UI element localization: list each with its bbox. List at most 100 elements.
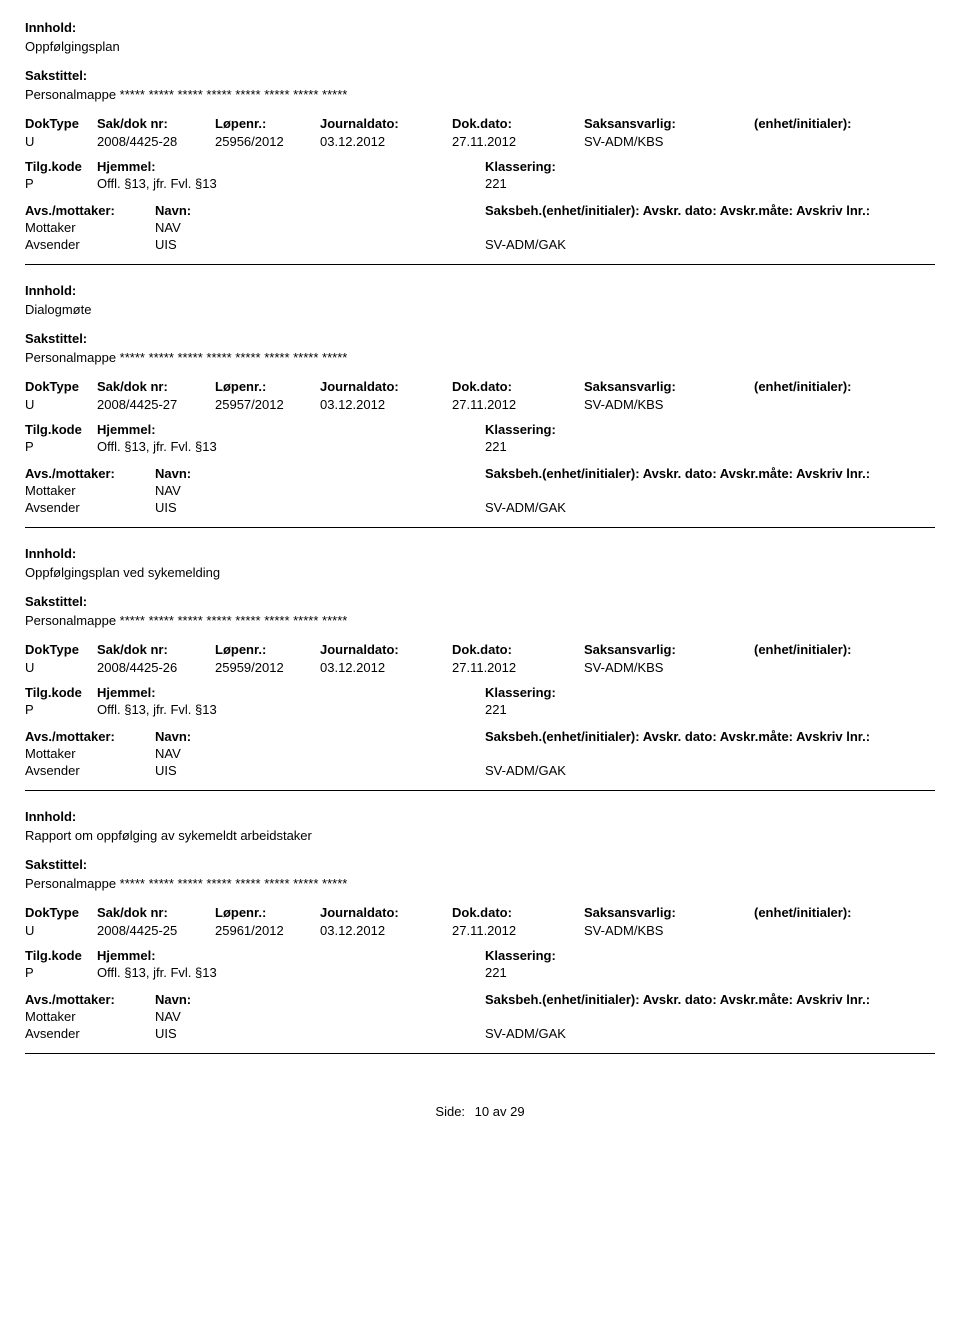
- tilgkode-label: Tilg.kode: [25, 159, 97, 174]
- saksbeh-label: Saksbeh.(enhet/initialer): Avskr. dato: …: [485, 466, 870, 481]
- val-lopenr: 25961/2012: [215, 923, 320, 938]
- mottaker-role: Mottaker: [25, 220, 155, 235]
- col-dokdato: Dok.dato:: [452, 642, 584, 657]
- val-lopenr: 25957/2012: [215, 397, 320, 412]
- col-enhet: (enhet/initialer):: [754, 642, 934, 657]
- val-enhet: [754, 134, 934, 149]
- journal-record: Innhold: Oppfølgingsplan ved sykemelding…: [25, 546, 935, 778]
- navn-label: Navn:: [155, 992, 485, 1007]
- innhold-value: Dialogmøte: [25, 302, 935, 317]
- innhold-value: Oppfølgingsplan ved sykemelding: [25, 565, 935, 580]
- avs-header-row: Avs./mottaker: Navn: Saksbeh.(enhet/init…: [25, 729, 935, 744]
- col-doktype: DokType: [25, 642, 97, 657]
- avsender-navn: UIS: [155, 1026, 485, 1041]
- mottaker-navn: NAV: [155, 483, 485, 498]
- val-dokdato: 27.11.2012: [452, 397, 584, 412]
- col-lopenr: Løpenr.:: [215, 905, 320, 920]
- sakstittel-value: Personalmappe ***** ***** ***** ***** **…: [25, 876, 935, 891]
- hjemmel-label: Hjemmel:: [97, 422, 156, 437]
- klassering-label: Klassering:: [485, 422, 556, 437]
- mottaker-role: Mottaker: [25, 1009, 155, 1024]
- avsmottaker-label: Avs./mottaker:: [25, 466, 155, 481]
- navn-label: Navn:: [155, 203, 485, 218]
- columns-values: U 2008/4425-26 25959/2012 03.12.2012 27.…: [25, 660, 935, 675]
- saksbeh-label: Saksbeh.(enhet/initialer): Avskr. dato: …: [485, 729, 870, 744]
- col-doktype: DokType: [25, 116, 97, 131]
- avsmottaker-label: Avs./mottaker:: [25, 203, 155, 218]
- klass-value-row: P Offl. §13, jfr. Fvl. §13 221: [25, 965, 935, 980]
- innhold-value: Rapport om oppfølging av sykemeldt arbei…: [25, 828, 935, 843]
- tilgkode-value: P: [25, 702, 97, 717]
- val-dokdato: 27.11.2012: [452, 134, 584, 149]
- record-divider: [25, 1053, 935, 1054]
- hjemmel-value: Offl. §13, jfr. Fvl. §13: [97, 702, 217, 717]
- columns-header: DokType Sak/dok nr: Løpenr.: Journaldato…: [25, 116, 935, 131]
- val-enhet: [754, 923, 934, 938]
- sakstittel-label: Sakstittel:: [25, 857, 935, 872]
- mottaker-row: Mottaker NAV: [25, 220, 935, 235]
- col-enhet: (enhet/initialer):: [754, 379, 934, 394]
- val-dokdato: 27.11.2012: [452, 660, 584, 675]
- klass-header-row: Tilg.kode Hjemmel: Klassering:: [25, 422, 935, 437]
- journal-record: Innhold: Oppfølgingsplan Sakstittel: Per…: [25, 20, 935, 252]
- avsmottaker-label: Avs./mottaker:: [25, 992, 155, 1007]
- avsender-extra: SV-ADM/GAK: [485, 763, 566, 778]
- avsender-navn: UIS: [155, 237, 485, 252]
- klassering-value: 221: [485, 702, 507, 717]
- col-dokdato: Dok.dato:: [452, 379, 584, 394]
- mottaker-navn: NAV: [155, 220, 485, 235]
- val-dokdato: 27.11.2012: [452, 923, 584, 938]
- innhold-label: Innhold:: [25, 546, 935, 561]
- avsender-role: Avsender: [25, 1026, 155, 1041]
- col-journaldato: Journaldato:: [320, 116, 452, 131]
- hjemmel-label: Hjemmel:: [97, 948, 156, 963]
- avsender-row: Avsender UIS SV-ADM/GAK: [25, 1026, 935, 1041]
- columns-header: DokType Sak/dok nr: Løpenr.: Journaldato…: [25, 642, 935, 657]
- columns-values: U 2008/4425-28 25956/2012 03.12.2012 27.…: [25, 134, 935, 149]
- val-enhet: [754, 397, 934, 412]
- col-journaldato: Journaldato:: [320, 379, 452, 394]
- col-saksansvarlig: Saksansvarlig:: [584, 642, 754, 657]
- footer-total: 29: [510, 1104, 524, 1119]
- hjemmel-label: Hjemmel:: [97, 159, 156, 174]
- val-journaldato: 03.12.2012: [320, 397, 452, 412]
- col-dokdato: Dok.dato:: [452, 905, 584, 920]
- record-divider: [25, 790, 935, 791]
- val-journaldato: 03.12.2012: [320, 660, 452, 675]
- col-sakdok: Sak/dok nr:: [97, 379, 215, 394]
- klassering-value: 221: [485, 439, 507, 454]
- hjemmel-value: Offl. §13, jfr. Fvl. §13: [97, 965, 217, 980]
- columns-header: DokType Sak/dok nr: Løpenr.: Journaldato…: [25, 379, 935, 394]
- sakstittel-label: Sakstittel:: [25, 331, 935, 346]
- avsender-role: Avsender: [25, 763, 155, 778]
- klassering-label: Klassering:: [485, 159, 556, 174]
- val-doktype: U: [25, 660, 97, 675]
- tilgkode-label: Tilg.kode: [25, 948, 97, 963]
- avsender-role: Avsender: [25, 237, 155, 252]
- col-sakdok: Sak/dok nr:: [97, 642, 215, 657]
- mottaker-row: Mottaker NAV: [25, 1009, 935, 1024]
- col-doktype: DokType: [25, 905, 97, 920]
- val-journaldato: 03.12.2012: [320, 134, 452, 149]
- avsender-row: Avsender UIS SV-ADM/GAK: [25, 500, 935, 515]
- avs-header-row: Avs./mottaker: Navn: Saksbeh.(enhet/init…: [25, 203, 935, 218]
- val-doktype: U: [25, 397, 97, 412]
- avsender-navn: UIS: [155, 500, 485, 515]
- footer-av: av: [493, 1104, 507, 1119]
- avsender-extra: SV-ADM/GAK: [485, 237, 566, 252]
- footer-side-label: Side:: [435, 1104, 465, 1119]
- mottaker-navn: NAV: [155, 746, 485, 761]
- klassering-label: Klassering:: [485, 948, 556, 963]
- val-doktype: U: [25, 923, 97, 938]
- klass-header-row: Tilg.kode Hjemmel: Klassering:: [25, 948, 935, 963]
- val-saksansvarlig: SV-ADM/KBS: [584, 923, 754, 938]
- col-sakdok: Sak/dok nr:: [97, 905, 215, 920]
- columns-values: U 2008/4425-27 25957/2012 03.12.2012 27.…: [25, 397, 935, 412]
- col-saksansvarlig: Saksansvarlig:: [584, 379, 754, 394]
- val-sakdok: 2008/4425-25: [97, 923, 215, 938]
- hjemmel-value: Offl. §13, jfr. Fvl. §13: [97, 439, 217, 454]
- avsender-role: Avsender: [25, 500, 155, 515]
- col-journaldato: Journaldato:: [320, 642, 452, 657]
- sakstittel-value: Personalmappe ***** ***** ***** ***** **…: [25, 613, 935, 628]
- mottaker-role: Mottaker: [25, 483, 155, 498]
